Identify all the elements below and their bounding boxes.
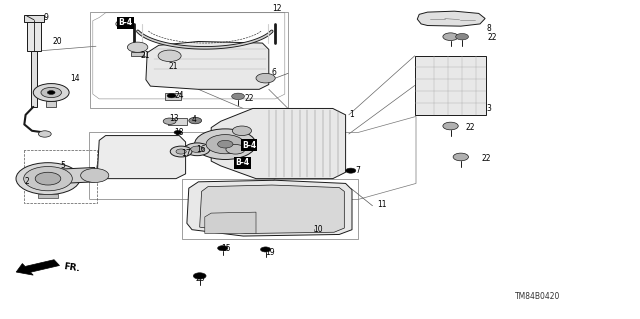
Circle shape bbox=[453, 153, 468, 161]
Circle shape bbox=[226, 145, 245, 154]
Circle shape bbox=[38, 131, 51, 137]
Circle shape bbox=[189, 117, 202, 124]
Circle shape bbox=[16, 163, 80, 195]
Text: B-4: B-4 bbox=[242, 141, 256, 150]
Bar bbox=[31, 51, 37, 107]
Circle shape bbox=[167, 93, 176, 98]
Bar bbox=[165, 93, 181, 100]
Bar bbox=[168, 118, 187, 125]
Circle shape bbox=[24, 167, 72, 191]
Text: 21: 21 bbox=[141, 51, 150, 60]
Text: 10: 10 bbox=[314, 225, 323, 234]
Circle shape bbox=[47, 91, 55, 94]
Text: 5: 5 bbox=[61, 161, 66, 170]
Circle shape bbox=[218, 246, 228, 251]
Bar bbox=[27, 19, 41, 51]
Circle shape bbox=[176, 149, 186, 154]
Text: 23: 23 bbox=[195, 274, 205, 283]
Text: 13: 13 bbox=[170, 114, 179, 122]
Polygon shape bbox=[205, 212, 256, 234]
Circle shape bbox=[346, 168, 356, 173]
Polygon shape bbox=[200, 185, 344, 234]
Circle shape bbox=[256, 73, 275, 83]
Text: 2: 2 bbox=[24, 177, 29, 186]
Polygon shape bbox=[97, 136, 186, 179]
Text: 22: 22 bbox=[488, 33, 497, 42]
Text: 22: 22 bbox=[481, 154, 491, 163]
Text: 14: 14 bbox=[70, 74, 80, 83]
Text: 22: 22 bbox=[244, 94, 254, 103]
Bar bbox=[131, 52, 144, 56]
Bar bbox=[24, 15, 44, 22]
Text: 24: 24 bbox=[174, 91, 184, 100]
Circle shape bbox=[191, 146, 204, 152]
Text: 22: 22 bbox=[466, 123, 476, 132]
Circle shape bbox=[443, 122, 458, 130]
Text: 3: 3 bbox=[486, 104, 492, 113]
Text: 6: 6 bbox=[272, 68, 277, 77]
Circle shape bbox=[41, 87, 61, 98]
Circle shape bbox=[206, 135, 244, 154]
Circle shape bbox=[184, 143, 210, 156]
Text: 17: 17 bbox=[181, 149, 191, 158]
Text: 20: 20 bbox=[52, 37, 62, 46]
Circle shape bbox=[33, 84, 69, 101]
Polygon shape bbox=[61, 167, 95, 183]
Bar bbox=[38, 194, 58, 198]
Text: 15: 15 bbox=[221, 244, 230, 253]
Circle shape bbox=[195, 129, 256, 160]
Circle shape bbox=[35, 172, 61, 185]
Text: 16: 16 bbox=[196, 145, 205, 154]
Text: 4: 4 bbox=[192, 115, 197, 124]
Circle shape bbox=[116, 19, 134, 28]
Circle shape bbox=[232, 126, 252, 136]
Circle shape bbox=[456, 33, 468, 40]
Bar bbox=[415, 56, 486, 115]
Bar bbox=[46, 101, 56, 107]
Circle shape bbox=[218, 140, 233, 148]
Circle shape bbox=[170, 146, 192, 157]
Circle shape bbox=[174, 130, 182, 134]
Circle shape bbox=[232, 93, 244, 100]
Text: FR.: FR. bbox=[63, 262, 80, 274]
Polygon shape bbox=[187, 180, 352, 236]
Text: 8: 8 bbox=[486, 24, 491, 33]
Text: TM84B0420: TM84B0420 bbox=[515, 292, 560, 301]
Polygon shape bbox=[146, 41, 269, 89]
Text: 18: 18 bbox=[174, 128, 184, 137]
Text: 1: 1 bbox=[349, 110, 353, 119]
Text: 11: 11 bbox=[378, 200, 387, 209]
Text: B-4: B-4 bbox=[118, 19, 132, 27]
Circle shape bbox=[81, 168, 109, 182]
Text: 9: 9 bbox=[44, 13, 49, 22]
Text: 12: 12 bbox=[272, 4, 282, 13]
Circle shape bbox=[163, 118, 176, 124]
Circle shape bbox=[158, 50, 181, 62]
Circle shape bbox=[260, 247, 271, 252]
Text: B-4: B-4 bbox=[236, 158, 250, 167]
Polygon shape bbox=[211, 108, 346, 179]
Text: 7: 7 bbox=[355, 166, 360, 175]
Circle shape bbox=[193, 273, 206, 279]
Text: 19: 19 bbox=[266, 248, 275, 256]
Polygon shape bbox=[16, 260, 60, 275]
Circle shape bbox=[443, 33, 458, 41]
Polygon shape bbox=[417, 11, 485, 26]
Text: 21: 21 bbox=[168, 63, 178, 71]
Circle shape bbox=[127, 42, 148, 52]
